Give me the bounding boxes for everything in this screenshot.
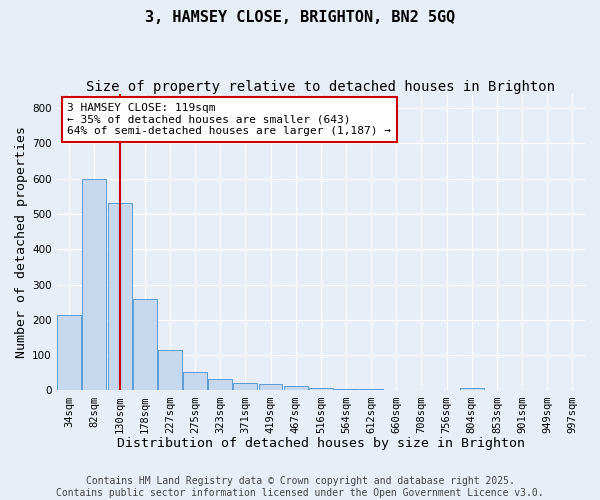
- Bar: [233, 384, 257, 390]
- Bar: [259, 384, 283, 390]
- Bar: [460, 388, 484, 390]
- Text: 3, HAMSEY CLOSE, BRIGHTON, BN2 5GQ: 3, HAMSEY CLOSE, BRIGHTON, BN2 5GQ: [145, 10, 455, 25]
- Bar: [82, 178, 106, 390]
- Bar: [284, 386, 308, 390]
- Bar: [107, 204, 131, 390]
- Y-axis label: Number of detached properties: Number of detached properties: [15, 126, 28, 358]
- Text: 3 HAMSEY CLOSE: 119sqm
← 35% of detached houses are smaller (643)
64% of semi-de: 3 HAMSEY CLOSE: 119sqm ← 35% of detached…: [67, 103, 391, 136]
- Bar: [133, 298, 157, 390]
- Bar: [309, 388, 333, 390]
- Title: Size of property relative to detached houses in Brighton: Size of property relative to detached ho…: [86, 80, 556, 94]
- Bar: [57, 316, 81, 390]
- Bar: [334, 388, 358, 390]
- Bar: [158, 350, 182, 391]
- X-axis label: Distribution of detached houses by size in Brighton: Distribution of detached houses by size …: [117, 437, 525, 450]
- Text: Contains HM Land Registry data © Crown copyright and database right 2025.
Contai: Contains HM Land Registry data © Crown c…: [56, 476, 544, 498]
- Bar: [208, 379, 232, 390]
- Bar: [183, 372, 207, 390]
